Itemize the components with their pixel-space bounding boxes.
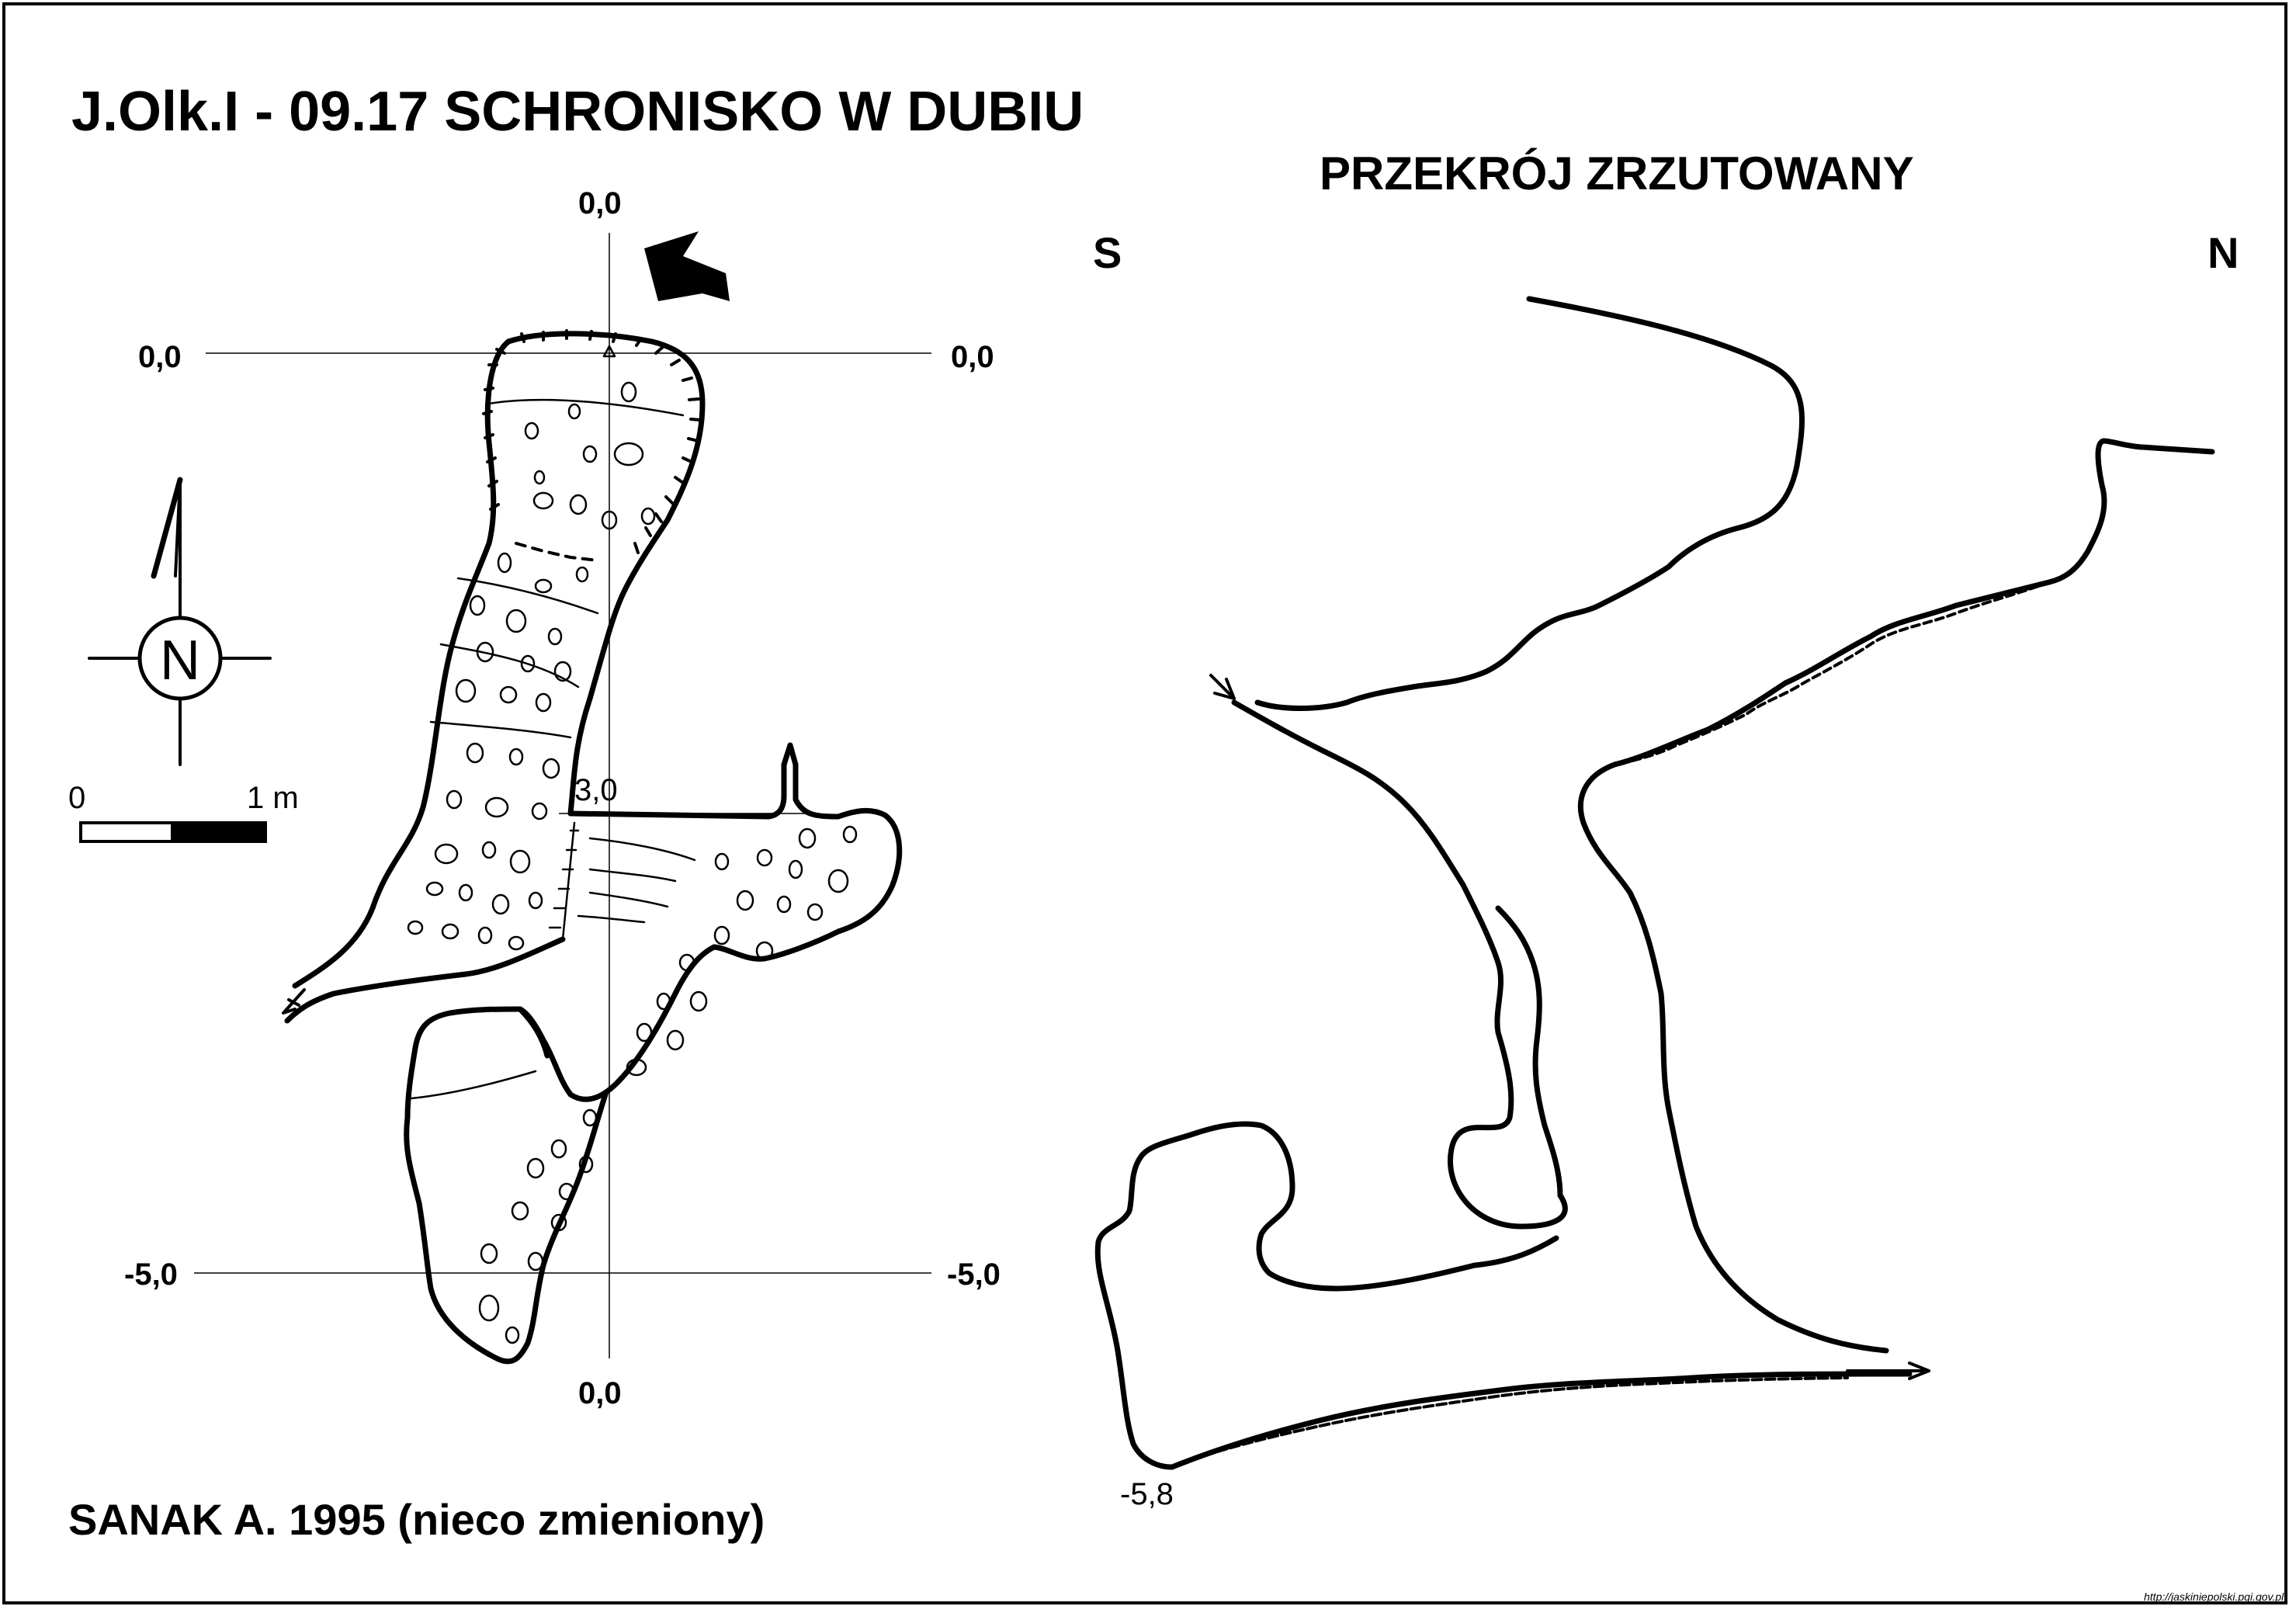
cave-section-outline: [1094, 296, 2215, 1470]
scale-start-label: 0: [68, 781, 86, 815]
coord-bottom-left-label: -5,0: [124, 1257, 178, 1292]
author-credit: SANAK A. 1995 (nieco zmieniony): [68, 1495, 765, 1544]
coord-bottom-right-label: -5,0: [947, 1257, 1001, 1292]
coord-top-label: 0,0: [578, 186, 622, 220]
coordinate-grid: [194, 233, 931, 1358]
cave-plan-outline: [282, 329, 903, 1365]
section-title: PRZEKRÓJ ZRZUTOWANY: [1320, 147, 1914, 199]
compass-n-label: N: [160, 630, 200, 692]
coord-middle-label: 3,0: [574, 773, 618, 807]
depth-label: -5,8: [1120, 1477, 1174, 1511]
scale-bar: [79, 821, 267, 843]
north-compass-icon: N: [88, 477, 272, 766]
coord-left-label: 0,0: [138, 340, 182, 374]
direction-north-label: N: [2208, 228, 2239, 277]
direction-south-label: S: [1093, 228, 1122, 277]
coord-bottom-label: 0,0: [578, 1376, 622, 1410]
entrance-arrow-icon: [644, 231, 730, 301]
coord-right-label: 0,0: [951, 340, 994, 374]
map-title: J.Olk.I - 09.17 SCHRONISKO W DUBIU: [71, 81, 1084, 143]
scale-end-label: 1 m: [247, 781, 299, 815]
rock-debris-symbols: [407, 345, 858, 1344]
source-url: http://jaskiniepolski.pgi.gov.pl: [2144, 1590, 2284, 1603]
